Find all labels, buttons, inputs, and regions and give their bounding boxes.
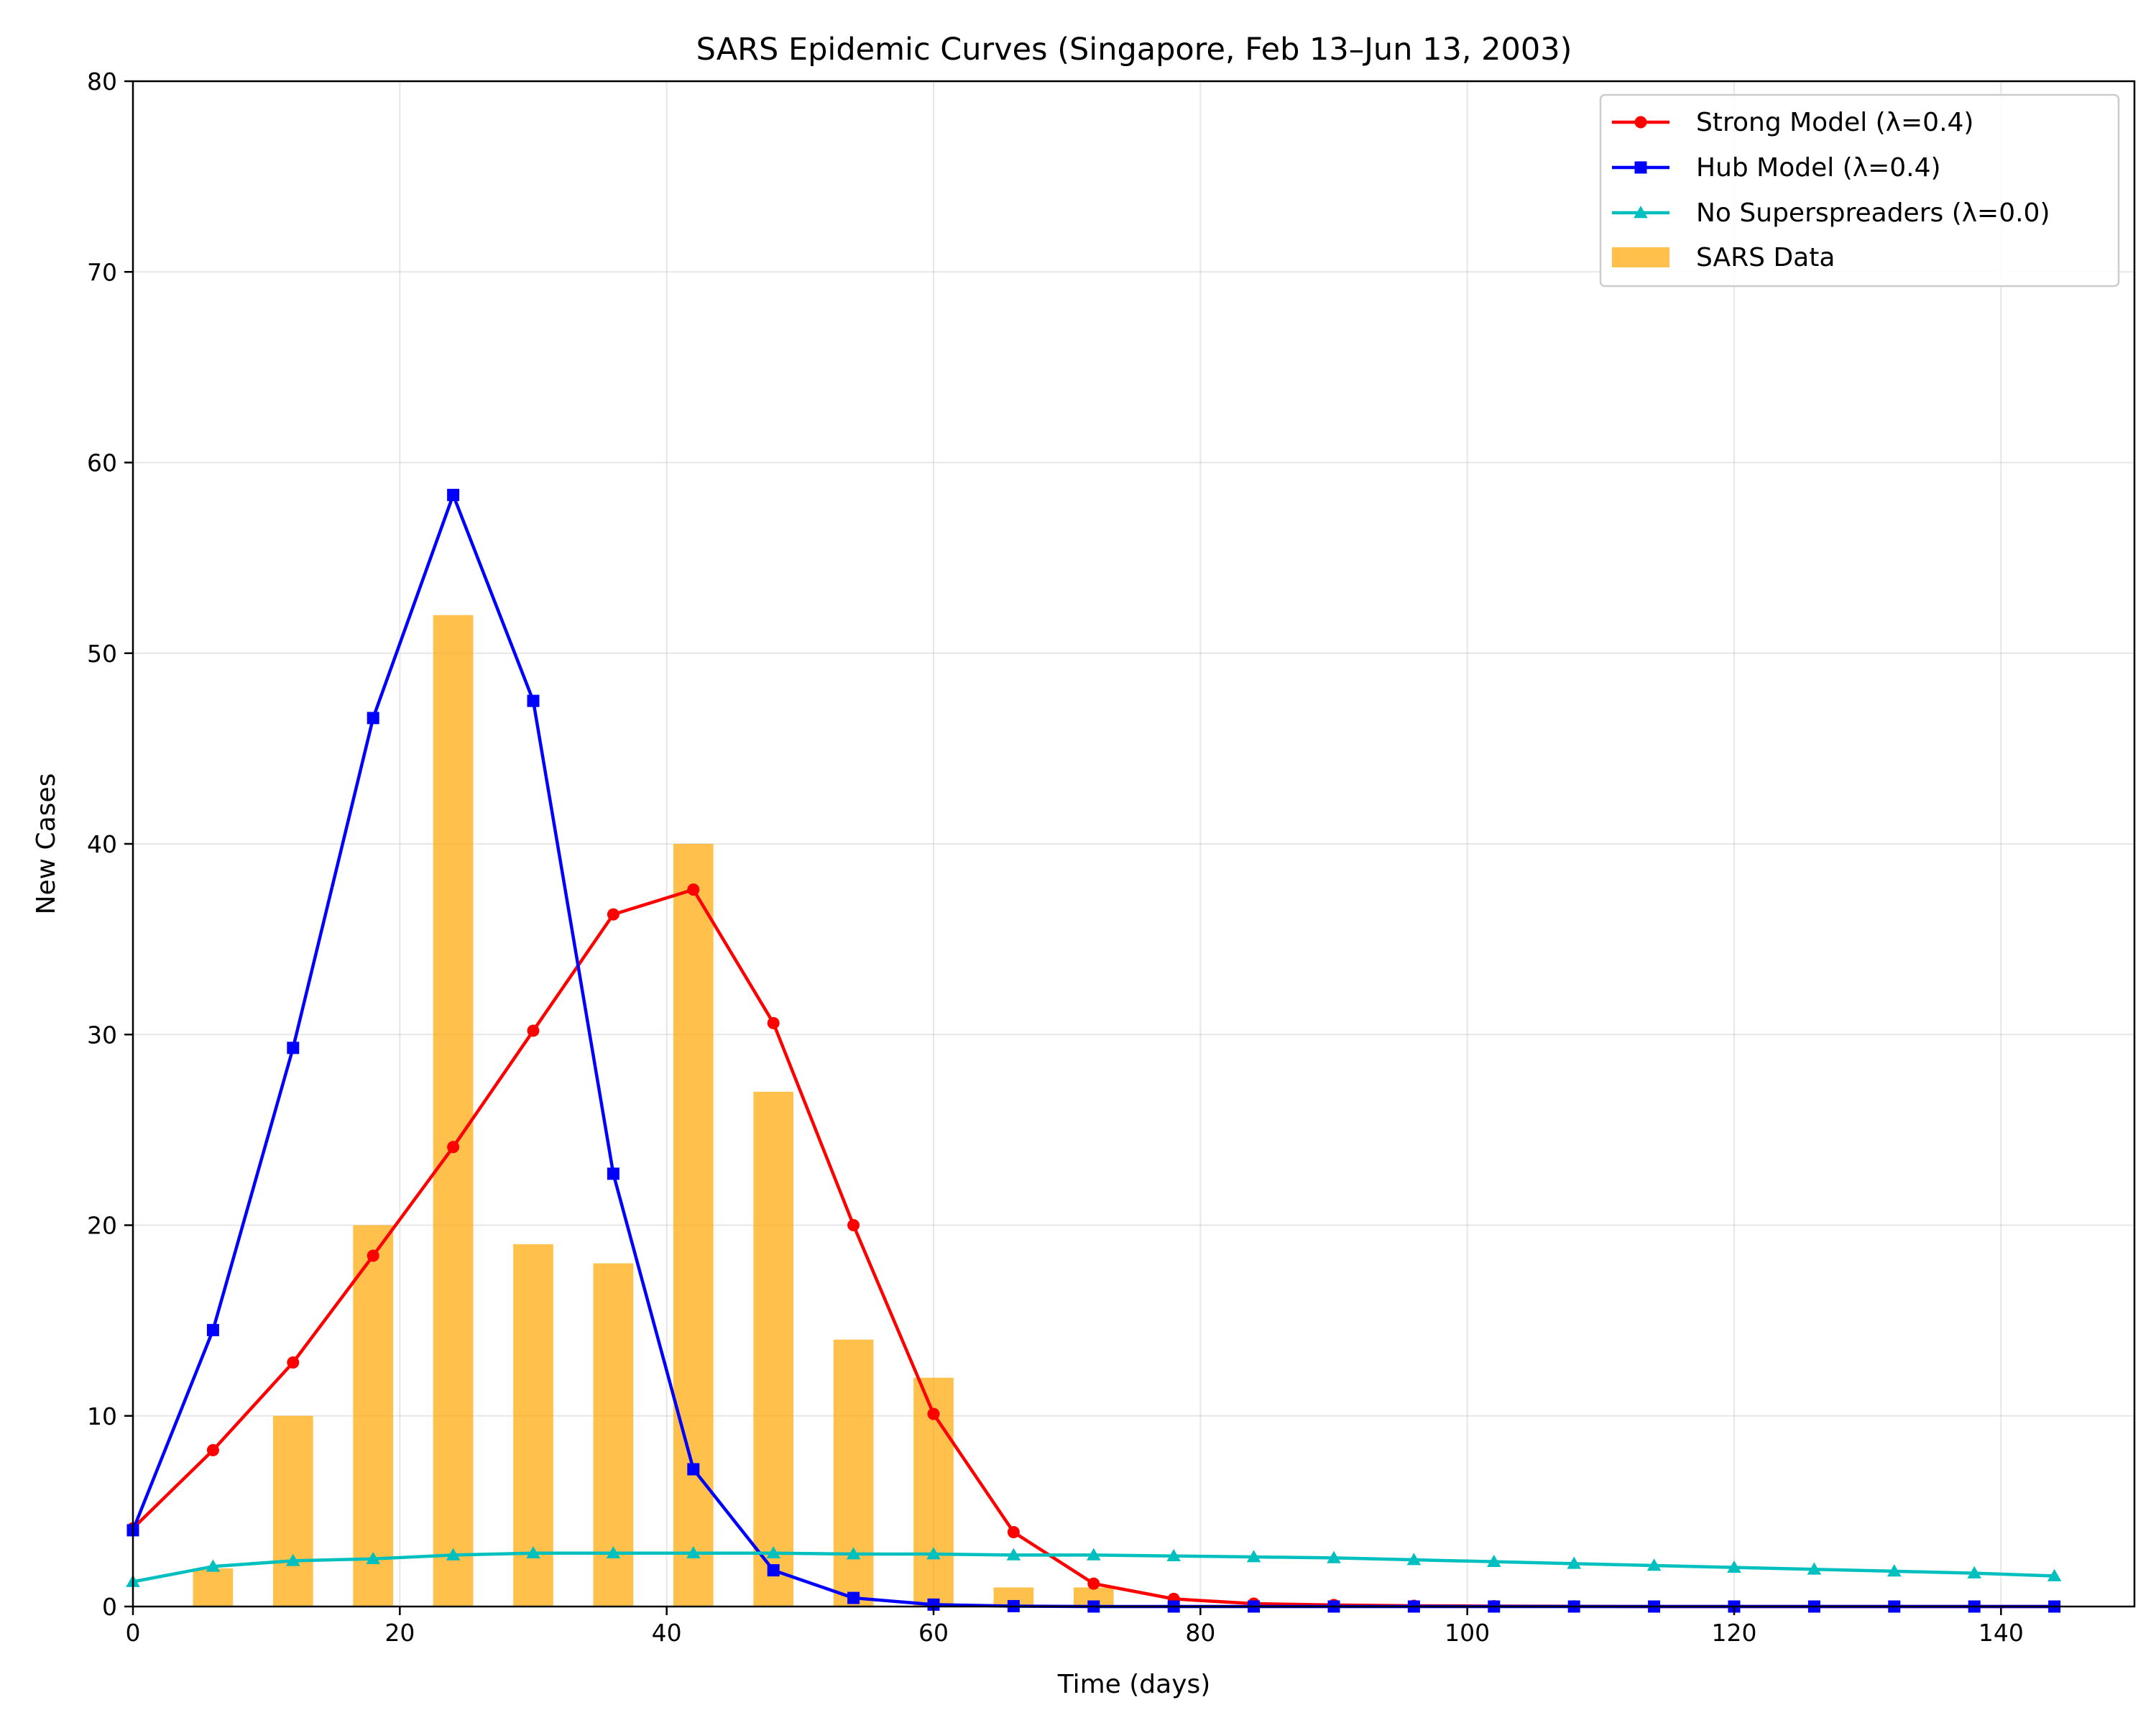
hub-model-line bbox=[131, 493, 2055, 1609]
x-tick-label: 140 bbox=[1978, 1619, 2024, 1647]
no-superspreaders-point bbox=[1727, 1560, 1741, 1573]
no-superspreaders-legend-label: No Superspreaders (λ=0.0) bbox=[1696, 198, 2050, 228]
strong-model-point bbox=[206, 1443, 219, 1456]
x-tick-label: 80 bbox=[1185, 1619, 1215, 1647]
strong-model-point bbox=[447, 1141, 460, 1154]
y-axis-label: New Cases bbox=[32, 773, 61, 915]
sars-data-bar bbox=[272, 1415, 313, 1607]
strong-model-point bbox=[687, 883, 700, 896]
no-superspreaders-point bbox=[1487, 1554, 1501, 1567]
strong-model-point bbox=[1087, 1577, 1100, 1590]
hub-model-point bbox=[287, 1042, 300, 1054]
sars-data-bar bbox=[833, 1339, 874, 1607]
x-axis-label: Time (days) bbox=[1057, 1670, 1211, 1699]
x-tick-label: 20 bbox=[384, 1619, 415, 1647]
sars-data-bar bbox=[673, 844, 714, 1607]
no-superspreaders-point bbox=[286, 1553, 300, 1566]
y-tick-label: 30 bbox=[87, 1021, 117, 1049]
sars-data-bar bbox=[193, 1568, 234, 1607]
no-superspreaders-point bbox=[1887, 1564, 1902, 1577]
hub-model-point bbox=[607, 1167, 619, 1180]
y-tick-label: 40 bbox=[87, 830, 117, 858]
y-tick-label: 80 bbox=[87, 68, 117, 96]
strong-model-point bbox=[607, 908, 619, 921]
no-superspreaders-point bbox=[446, 1548, 461, 1561]
sars-data-legend-label: SARS Data bbox=[1696, 243, 1835, 272]
no-superspreaders-point bbox=[686, 1545, 701, 1559]
hub-model-point bbox=[447, 489, 460, 502]
strong-model-point bbox=[527, 1024, 540, 1037]
no-superspreaders-point bbox=[366, 1551, 380, 1565]
x-tick-label: 60 bbox=[918, 1619, 949, 1647]
bar-series bbox=[193, 615, 1114, 1607]
strong-model-point bbox=[287, 1356, 300, 1369]
x-tick-label: 0 bbox=[126, 1619, 141, 1647]
no-superspreaders-point bbox=[606, 1545, 621, 1559]
no-superspreaders-point bbox=[2047, 1568, 2062, 1581]
line-series bbox=[126, 489, 2062, 1613]
strong-model-point bbox=[847, 1219, 860, 1231]
y-tick-label: 50 bbox=[87, 640, 117, 668]
hub-model-point bbox=[206, 1323, 219, 1336]
strong-model-legend-label: Strong Model (λ=0.4) bbox=[1696, 108, 1973, 137]
sars-data-legend-swatch bbox=[1612, 247, 1669, 267]
no-superspreaders-point bbox=[846, 1547, 861, 1560]
y-tick-label: 10 bbox=[87, 1402, 117, 1430]
hub-model-point bbox=[927, 1598, 940, 1611]
hub-model-point bbox=[687, 1463, 700, 1476]
no-superspreaders-legend-marker bbox=[1634, 206, 1648, 219]
no-superspreaders-point bbox=[766, 1545, 780, 1559]
no-superspreaders-point bbox=[926, 1547, 941, 1560]
hub-model-point bbox=[527, 694, 540, 707]
no-superspreaders-point bbox=[1246, 1550, 1261, 1563]
y-tick-label: 70 bbox=[87, 258, 117, 286]
no-superspreaders-point bbox=[526, 1545, 540, 1559]
no-superspreaders-point bbox=[1567, 1556, 1581, 1569]
strong-model-line bbox=[132, 888, 2055, 1609]
legend: Strong Model (λ=0.4) Hub Model (λ=0.4) No … bbox=[1599, 93, 2120, 288]
x-tick-label: 40 bbox=[652, 1619, 682, 1647]
no-superspreaders-point bbox=[1006, 1548, 1021, 1561]
hub-model-legend-label: Hub Model (λ=0.4) bbox=[1696, 153, 1941, 183]
hub-model-point bbox=[367, 712, 379, 725]
strong-model-point bbox=[927, 1407, 940, 1420]
no-superspreaders-point bbox=[1166, 1548, 1181, 1562]
strong-model-point bbox=[367, 1249, 379, 1262]
strong-model-point bbox=[767, 1016, 780, 1029]
y-tick-label: 60 bbox=[87, 449, 117, 477]
strong-model-point bbox=[1007, 1526, 1020, 1539]
hub-model-legend-marker bbox=[1634, 161, 1647, 174]
x-tick-label: 120 bbox=[1712, 1619, 1757, 1647]
sars-data-bar bbox=[753, 1091, 794, 1607]
strong-model-legend-marker bbox=[1634, 116, 1647, 129]
no-superspreaders-point bbox=[1967, 1566, 1981, 1578]
chart-title: SARS Epidemic Curves (Singapore, Feb 13–… bbox=[696, 32, 1572, 68]
sars-data-bar bbox=[353, 1225, 394, 1607]
hub-model-point bbox=[847, 1591, 860, 1604]
no-superspreaders-point bbox=[206, 1559, 221, 1572]
sars-data-bar bbox=[433, 615, 474, 1607]
y-tick-label: 0 bbox=[102, 1593, 117, 1621]
no-superspreaders-point bbox=[1087, 1548, 1101, 1561]
no-superspreaders-point bbox=[1646, 1558, 1662, 1571]
x-tick-label: 100 bbox=[1445, 1619, 1490, 1647]
hub-model-point bbox=[767, 1564, 780, 1577]
y-tick-label: 20 bbox=[87, 1212, 117, 1240]
no-superspreaders-point bbox=[1406, 1553, 1422, 1566]
legend-box bbox=[1599, 93, 2120, 288]
no-superspreaders-point bbox=[1807, 1562, 1822, 1575]
axes: 0 20 40 60 80 100 120 140 0 10 20 30 40 50 60 70 80 bbox=[87, 68, 2136, 1647]
no-superspreaders-point bbox=[1327, 1550, 1341, 1563]
